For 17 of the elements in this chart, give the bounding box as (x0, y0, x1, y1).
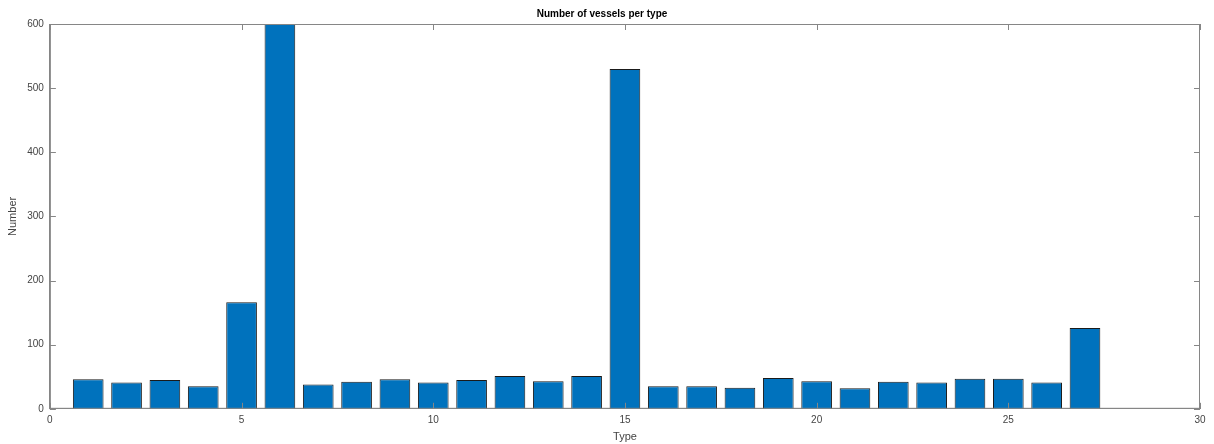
x-tick-label: 5 (238, 413, 245, 425)
x-tick-label: 10 (427, 413, 440, 425)
x-tick-label: 25 (1002, 413, 1015, 425)
y-tick-label: 0 (38, 402, 45, 414)
chart-title: Number of vessels per type (536, 7, 668, 19)
y-tick-label: 200 (27, 274, 45, 286)
y-tick-label: 600 (27, 17, 45, 29)
y-tick-label: 400 (27, 146, 45, 158)
y-axis-title: Number (5, 196, 18, 236)
x-tick-label: 15 (619, 413, 631, 425)
x-axis-title: Type (613, 430, 637, 443)
x-tick-label: 20 (811, 413, 823, 425)
y-tick-label: 500 (27, 81, 45, 93)
x-tick-label: 30 (1194, 413, 1206, 425)
x-tick-label: 0 (47, 413, 54, 425)
y-tick-label: 100 (27, 338, 45, 350)
y-tick-label: 300 (27, 210, 45, 222)
